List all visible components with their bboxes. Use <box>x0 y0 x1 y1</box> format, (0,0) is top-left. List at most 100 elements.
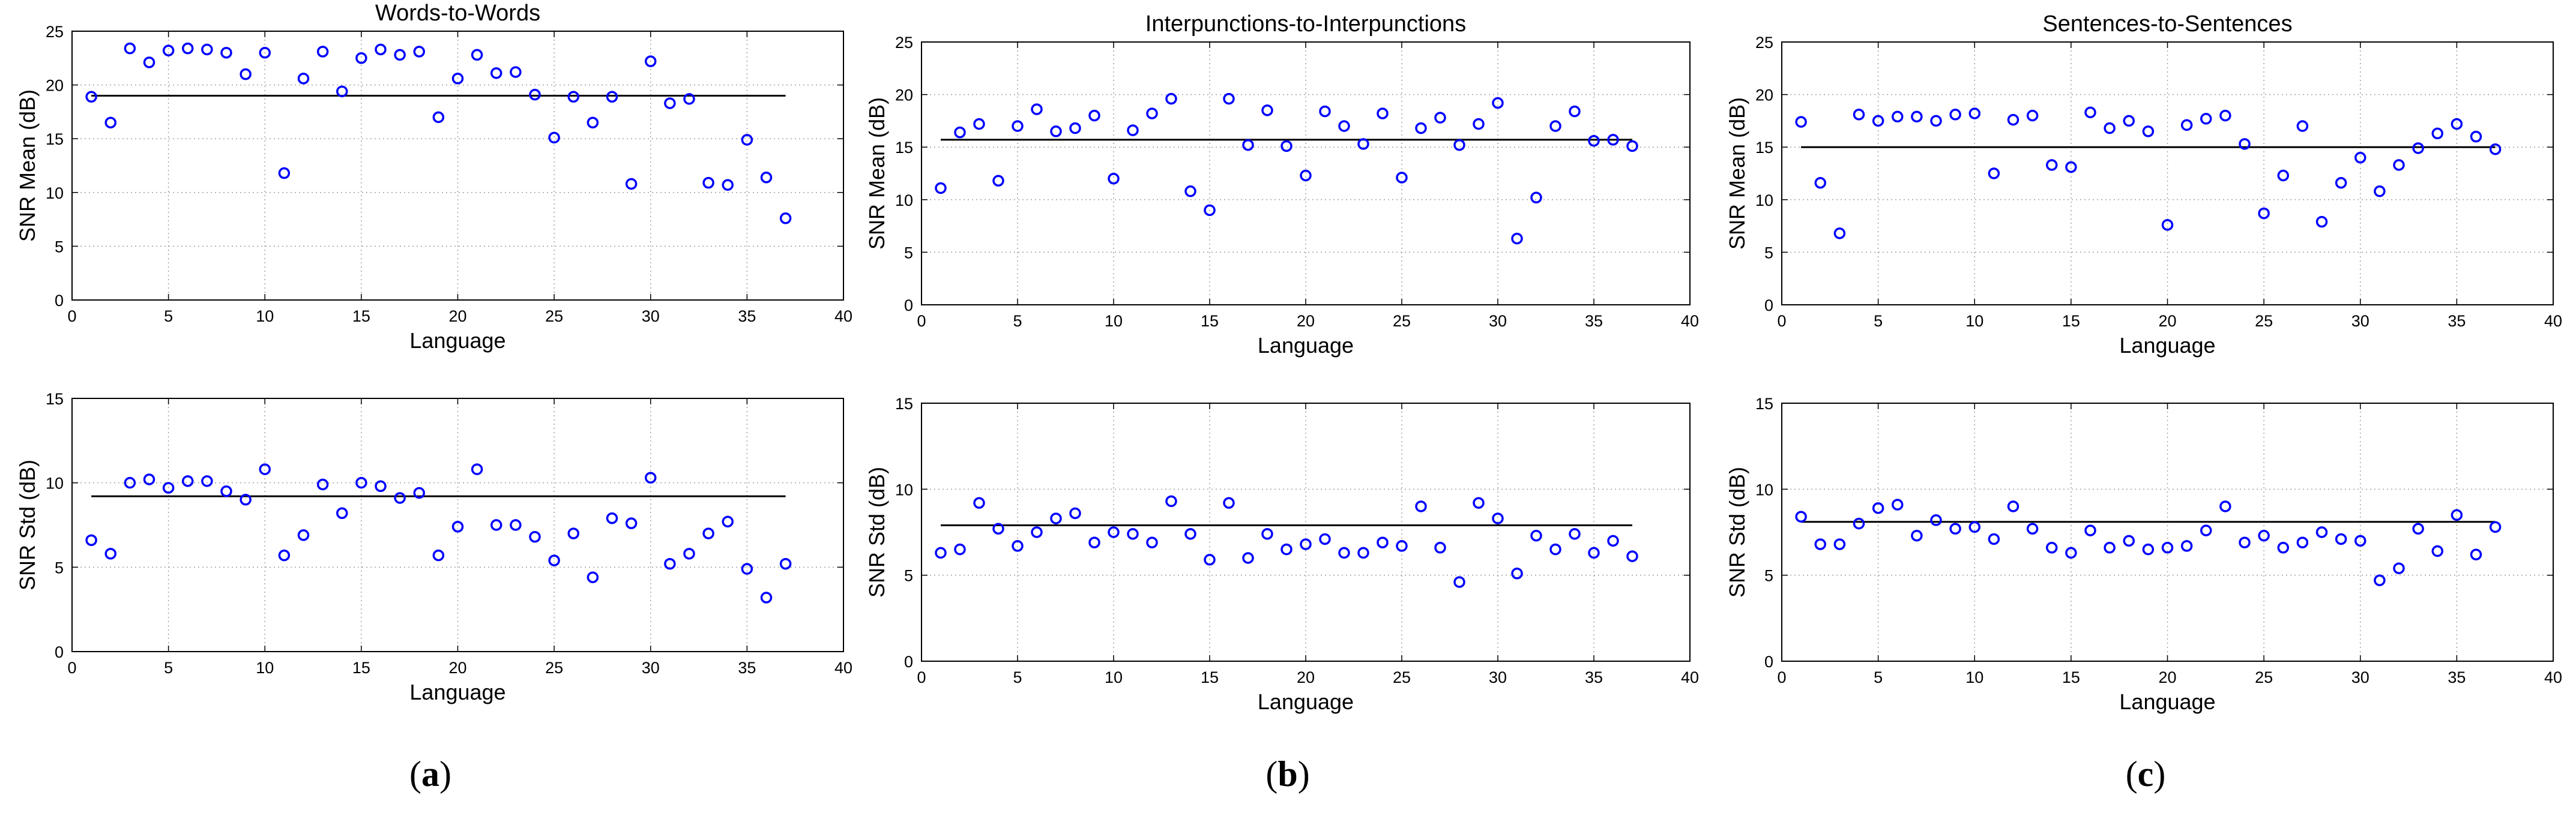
y-tick-label: 25 <box>895 34 913 52</box>
data-point <box>2277 542 2289 554</box>
data-point <box>1588 547 1600 559</box>
data-point <box>1949 109 1961 121</box>
data-point <box>1549 543 1561 556</box>
y-tick-label: 20 <box>1755 86 1773 104</box>
y-tick-label: 15 <box>895 139 913 157</box>
data-point <box>954 543 966 556</box>
data-point <box>567 91 579 103</box>
x-tick-label: 40 <box>834 307 852 325</box>
panel-letter-c: c <box>2138 754 2154 794</box>
data-point <box>1607 134 1619 146</box>
data-point <box>1930 115 1942 127</box>
data-point <box>1833 227 1846 239</box>
data-point <box>432 549 445 562</box>
plot-2: 0 5 10 15 20 25 30 35 40 0 5 10 15 Language SNR Std (d… <box>15 390 852 704</box>
x-tick-label: 25 <box>545 659 563 677</box>
data-point <box>1930 514 1942 526</box>
plot-frame <box>71 31 844 301</box>
data-point <box>1415 500 1427 512</box>
data-point <box>355 476 367 489</box>
x-tick-label: 10 <box>1105 312 1123 330</box>
data-point <box>336 85 348 98</box>
y-tick-label: 15 <box>46 390 64 408</box>
data-point <box>471 49 483 61</box>
data-point <box>1473 118 1485 130</box>
data-point <box>2239 536 2251 548</box>
data-point <box>2412 142 2424 154</box>
data-point <box>1530 191 1542 204</box>
x-tick-label: 25 <box>1393 668 1411 686</box>
data-point <box>1569 528 1581 540</box>
data-point <box>1626 140 1638 152</box>
x-tick-label: 0 <box>67 307 76 325</box>
data-point <box>1050 125 1062 137</box>
data-point <box>375 43 387 56</box>
data-point <box>2258 207 2270 220</box>
data-point <box>104 548 116 560</box>
plot-frame <box>1781 403 2554 662</box>
y-tick-label: 10 <box>1755 191 1773 209</box>
data-point <box>992 523 1004 535</box>
data-point <box>1492 512 1504 524</box>
y-tick-label: 15 <box>1755 139 1773 157</box>
plot-6: 0 5 10 15 20 25 30 35 40 0 5 10 15 Language SNR Std (d… <box>1725 395 2562 714</box>
data-point <box>1453 139 1465 151</box>
data-point <box>992 175 1004 187</box>
data-point <box>1814 177 1826 189</box>
data-point <box>2412 523 2424 535</box>
plot-frame <box>1781 41 2554 305</box>
x-tick-label: 30 <box>642 659 660 677</box>
y-axis-label: SNR Mean (dB) <box>864 97 889 250</box>
data-point <box>2104 122 2116 134</box>
data-point <box>2354 535 2366 547</box>
x-tick-label: 20 <box>1297 312 1315 330</box>
data-point <box>240 68 252 80</box>
data-point <box>973 497 985 509</box>
data-point <box>741 563 753 575</box>
y-axis-label: SNR Std (dB) <box>15 460 40 590</box>
data-point <box>375 480 387 493</box>
y-tick-label: 10 <box>46 475 64 493</box>
y-tick-label: 10 <box>46 184 64 202</box>
x-tick-label: 20 <box>448 307 466 325</box>
data-point <box>259 463 271 475</box>
data-point <box>2489 521 2502 533</box>
data-point <box>124 476 136 489</box>
data-point <box>143 56 155 68</box>
x-tick-label: 15 <box>352 307 370 325</box>
x-tick-label: 25 <box>1393 312 1411 330</box>
data-point <box>587 116 599 129</box>
x-tick-label: 0 <box>1777 668 1786 686</box>
data-point <box>2142 543 2155 556</box>
x-tick-label: 35 <box>2448 668 2466 686</box>
x-tick-label: 0 <box>67 659 76 677</box>
x-tick-label: 35 <box>2448 312 2466 330</box>
x-tick-label: 25 <box>2255 668 2273 686</box>
data-point <box>1892 110 1904 123</box>
data-point <box>297 73 310 85</box>
x-tick-label: 25 <box>2255 312 2273 330</box>
data-point <box>336 507 348 520</box>
y-tick-label: 20 <box>895 86 913 104</box>
data-point <box>2470 548 2482 561</box>
data-point <box>1223 92 1235 105</box>
data-point <box>1242 139 1254 151</box>
plot-title: Words-to-Words <box>375 1 540 26</box>
y-tick-label: 20 <box>46 77 64 95</box>
data-point <box>259 47 271 59</box>
y-tick-label: 10 <box>895 481 913 499</box>
data-point <box>1338 120 1350 132</box>
data-point <box>2489 143 2502 155</box>
data-point <box>2219 109 2231 122</box>
data-point <box>935 547 947 559</box>
data-point <box>2335 177 2347 189</box>
data-point <box>1434 112 1446 124</box>
data-point <box>645 472 657 484</box>
y-tick-label: 15 <box>1755 395 1773 413</box>
x-tick-label: 30 <box>1489 312 1507 330</box>
x-tick-label: 10 <box>1965 668 1983 686</box>
data-point <box>664 557 676 570</box>
data-point <box>2277 169 2289 182</box>
x-tick-label: 30 <box>1489 668 1507 686</box>
